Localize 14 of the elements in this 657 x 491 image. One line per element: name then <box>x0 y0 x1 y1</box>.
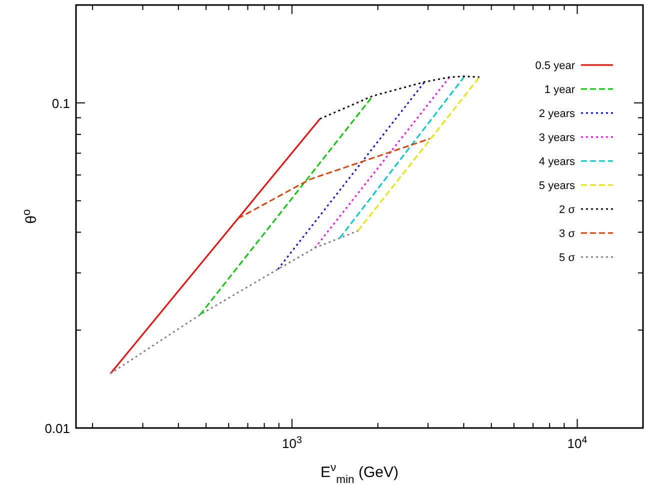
legend-label: 5 years <box>538 180 576 192</box>
x-tick-label: 10$^{4}$ <box>567 434 588 451</box>
y-tick-label: 0.1 <box>52 96 70 111</box>
legend-label: 4 years <box>538 156 576 168</box>
x-axis-title: E$^{ν}$$_{min}$ (GeV) <box>320 462 398 486</box>
legend-label: 3 years <box>538 132 576 144</box>
y-tick-label: 0.01 <box>44 421 70 436</box>
legend-label: 0.5 year <box>535 60 576 72</box>
legend-label: 2 σ <box>559 204 576 216</box>
x-tick-label: 10$^{3}$ <box>282 434 302 451</box>
legend-label: 1 year <box>544 84 576 96</box>
legend-label: 3 σ <box>559 228 576 240</box>
legend-label: 5 σ <box>559 252 576 264</box>
legend-label: 2 years <box>538 108 576 120</box>
